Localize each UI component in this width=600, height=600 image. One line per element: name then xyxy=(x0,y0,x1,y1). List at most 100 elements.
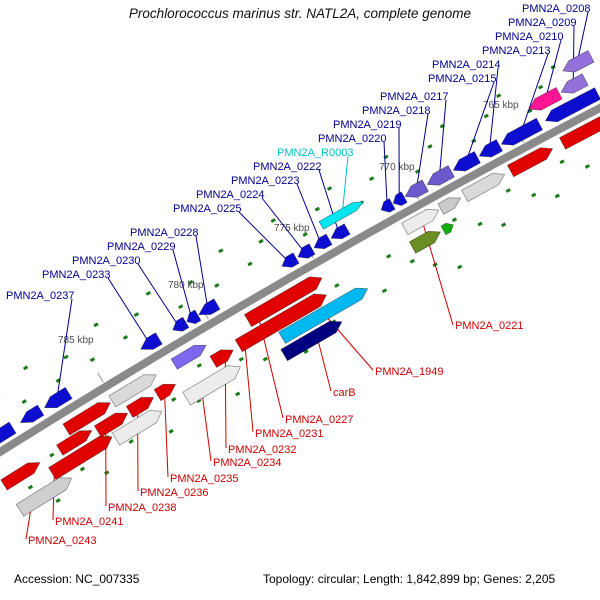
gene-arrow-PMN2A_0213[interactable] xyxy=(500,117,543,146)
feature-dash xyxy=(262,356,268,362)
gene-arrow[interactable] xyxy=(437,197,462,215)
gene-label[interactable]: PMN2A_0222 xyxy=(253,161,322,173)
gene-arrow-PMN2A_0235[interactable] xyxy=(153,383,177,402)
gene-arrow-PMN2A_0223[interactable] xyxy=(313,233,333,250)
feature-dash xyxy=(122,334,129,340)
gene-label[interactable]: PMN2A_0213 xyxy=(482,45,551,57)
label-leader-line xyxy=(316,335,332,392)
gene-arrow-PMN2A_0233[interactable] xyxy=(140,332,163,350)
gene-arrow-PMN2A_0224[interactable] xyxy=(297,243,316,259)
gene-arrow-PMN2A_0221[interactable] xyxy=(401,209,440,236)
genome-map-canvas[interactable]: 765 kbp 770 kbp 775 kbp 780 kbp 785 kbp PMN2A… xyxy=(0,0,600,566)
feature-dash xyxy=(171,397,177,402)
gene-arrow-PMN2A_0208[interactable] xyxy=(562,50,595,73)
gene-label[interactable]: PMN2A_0210 xyxy=(495,31,564,43)
gene-arrow-PMN2A_0234[interactable] xyxy=(182,365,241,406)
gene-label[interactable]: PMN2A_0241 xyxy=(55,516,124,528)
gene-arrow-PMN2A_1949[interactable] xyxy=(278,287,369,344)
gene-arrow-PMN2A_0218[interactable] xyxy=(404,179,429,198)
gene-arrow[interactable] xyxy=(0,421,17,446)
feature-dash xyxy=(178,304,184,310)
gene-label[interactable]: PMN2A_1949 xyxy=(375,366,444,378)
gene-label[interactable]: PMN2A_R0003 xyxy=(277,147,353,159)
gene-label[interactable]: PMN2A_0243 xyxy=(28,535,97,547)
gene-arrow[interactable] xyxy=(0,462,41,491)
gene-arrow-PMN2A_0225[interactable] xyxy=(281,252,300,268)
gene-arrow-PMN2A_0229[interactable] xyxy=(186,309,202,324)
gene-arrow[interactable] xyxy=(461,173,506,203)
gene-arrow-PMN2A_0219[interactable] xyxy=(392,191,408,206)
gene-arrow-PMN2A_0210[interactable] xyxy=(528,87,563,111)
gene-label[interactable]: PMN2A_0236 xyxy=(140,487,209,499)
gene-label[interactable]: PMN2A_0231 xyxy=(255,428,324,440)
gene-label[interactable]: PMN2A_0220 xyxy=(318,133,387,145)
gene-arrow[interactable] xyxy=(440,222,454,236)
gene-arrow[interactable] xyxy=(108,374,157,408)
gene-label[interactable]: PMN2A_0232 xyxy=(228,444,297,456)
gene-arrow-carB[interactable] xyxy=(280,320,343,362)
gene-arrow-PMN2A_0214[interactable] xyxy=(478,139,503,158)
gene-label[interactable]: PMN2A_0229 xyxy=(107,241,176,253)
gene-label[interactable]: PMN2A_0224 xyxy=(196,189,265,201)
gene-arrow-PMN2A_0241[interactable] xyxy=(48,435,113,480)
gene-label[interactable]: PMN2A_0234 xyxy=(213,457,282,469)
gene-label[interactable]: PMN2A_0227 xyxy=(285,414,354,426)
gene-arrow-PMN2A_0220[interactable] xyxy=(380,198,396,213)
gene-label[interactable]: PMN2A_0225 xyxy=(173,203,242,215)
gene-arrow[interactable] xyxy=(170,344,207,370)
label-leader-line xyxy=(341,155,349,214)
gene-label[interactable]: PMN2A_0223 xyxy=(231,175,300,187)
gene-label[interactable]: carB xyxy=(333,387,356,399)
gene-arrow-PMN2A_0209[interactable] xyxy=(560,73,589,94)
label-leader-line xyxy=(318,169,340,234)
label-leader-line xyxy=(137,263,180,327)
gene-arrow-PMN2A_0227[interactable] xyxy=(244,276,323,328)
gene-arrow-PMN2A_R0003[interactable] xyxy=(318,201,365,230)
gene-arrow[interactable] xyxy=(507,147,554,178)
gene-label[interactable]: PMN2A_0237 xyxy=(6,290,75,302)
gene-arrow[interactable] xyxy=(19,404,45,423)
feature-dash xyxy=(477,221,483,227)
label-leader-line xyxy=(244,342,254,433)
gene-label[interactable]: PMN2A_0219 xyxy=(333,119,402,131)
gene-arrow-PMN2A_0228[interactable] xyxy=(198,298,221,315)
label-leader-line xyxy=(464,81,495,164)
feature-dash xyxy=(427,144,433,149)
gene-label[interactable]: PMN2A_0230 xyxy=(72,255,141,267)
gene-arrow[interactable] xyxy=(559,115,600,150)
label-leader-line xyxy=(415,113,429,191)
gene-arrow-PMN2A_0232[interactable] xyxy=(209,349,234,368)
gene-arrow-PMN2A_0230[interactable] xyxy=(172,316,190,332)
gene-label[interactable]: PMN2A_0208 xyxy=(522,3,591,15)
gene-arrow-PMN2A_0222[interactable] xyxy=(330,223,351,240)
gene-label[interactable]: PMN2A_0217 xyxy=(380,91,449,103)
gene-label[interactable]: PMN2A_0218 xyxy=(362,105,431,117)
gene-label[interactable]: PMN2A_0238 xyxy=(108,502,177,514)
gene-arrow[interactable] xyxy=(111,410,163,446)
label-leader-line xyxy=(107,277,151,345)
gene-label[interactable]: PMN2A_0214 xyxy=(432,59,501,71)
feature-dash xyxy=(247,261,253,267)
gene-arrow-PMN2A_0238[interactable] xyxy=(93,412,129,438)
gene-arrow-PMN2A_0231[interactable] xyxy=(234,293,327,353)
feature-dash xyxy=(89,357,96,363)
gene-arrow-PMN2A_0237[interactable] xyxy=(44,386,73,409)
gene-label[interactable]: PMN2A_0235 xyxy=(170,473,239,485)
gene-arrow[interactable] xyxy=(56,430,93,456)
gene-label[interactable]: PMN2A_0221 xyxy=(455,320,524,332)
label-leader-line xyxy=(201,389,212,462)
gene-arrow[interactable] xyxy=(408,230,441,254)
gene-arrow-PMN2A_0243[interactable] xyxy=(15,477,73,517)
gene-arrow-PMN2A_0217[interactable] xyxy=(426,165,455,186)
gene-arrow-PMN2A_0236[interactable] xyxy=(125,397,155,418)
gene-label[interactable]: PMN2A_0228 xyxy=(130,227,199,239)
gene-label[interactable]: PMN2A_0215 xyxy=(428,73,497,85)
label-leader-line xyxy=(488,67,499,151)
gene-arrow-PMN2A_0215[interactable] xyxy=(452,151,481,172)
feature-dash xyxy=(584,164,591,169)
feature-dash xyxy=(303,349,309,355)
gene-arrow[interactable] xyxy=(62,402,111,436)
gene-label[interactable]: PMN2A_0209 xyxy=(508,17,577,29)
gene-label[interactable]: PMN2A_0233 xyxy=(42,269,111,281)
feature-dash xyxy=(196,363,202,368)
